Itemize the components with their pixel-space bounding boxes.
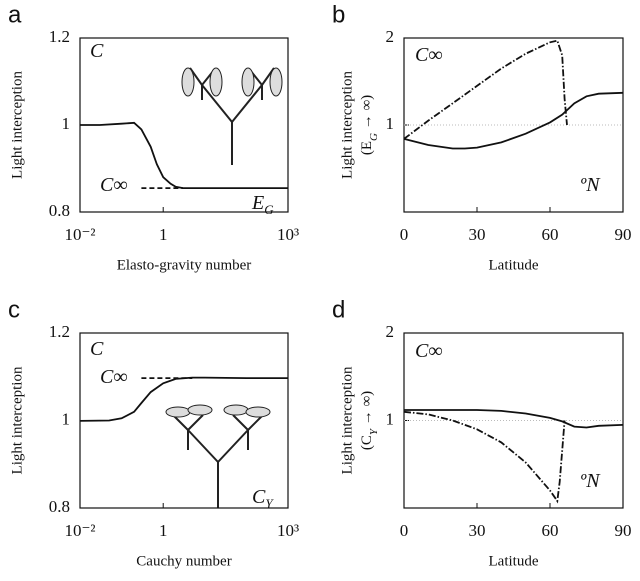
label-part: (C [359,435,375,450]
x-tick-label: 0 [400,521,409,540]
tree-icon [165,404,271,508]
label-sub: G [368,133,380,141]
y-axis-label: Light interception [9,366,25,474]
y-tick-label: 0.8 [49,497,70,516]
x-axis-label: Latitude [489,553,539,569]
annotation-text: C [252,486,266,508]
y-axis-label: Light interception [339,71,355,179]
annotation-text: ºN [580,470,601,492]
x-axis-label: Cauchy number [136,553,231,569]
x-tick-label: 10⁻² [64,521,95,540]
annotation: C [90,338,104,360]
annotation: C∞ [100,174,128,196]
x-tick-label: 90 [615,225,632,244]
y-tick-label: 1.2 [49,27,70,46]
x-tick-label: 30 [469,521,486,540]
annotation-text: C [90,40,104,62]
panel-letter: a [8,1,22,28]
annotation-text: ºN [580,174,601,196]
annotation-text: E [251,192,264,214]
annotation: CY [252,486,274,512]
data-line [79,376,288,422]
annotation: ºN [580,174,601,196]
annotation: C∞ [415,340,443,362]
x-tick-label: 0 [400,225,409,244]
x-tick-label: 1 [159,225,168,244]
label-sub: Y [368,427,380,435]
annotation-text: C∞ [100,174,128,196]
y-tick-label: 1 [62,114,71,133]
y-axis-label: (EG → ∞) [359,95,379,155]
annotation: ºN [580,470,601,492]
annotation-text: C∞ [415,340,443,362]
annotation-text: C∞ [415,44,443,66]
tree-icon [181,67,283,165]
panel-letter: d [332,296,345,323]
x-tick-label: 30 [469,225,486,244]
x-tick-label: 10⁻² [64,225,95,244]
data-line [403,39,568,140]
annotation-sub: Y [265,496,274,511]
x-axis-label: Latitude [489,257,539,273]
data-line [403,410,566,504]
y-tick-label: 1 [386,114,395,133]
x-tick-label: 10³ [277,225,299,244]
data-line [404,409,624,429]
annotation: C∞ [415,44,443,66]
x-axis-label: Elasto-gravity number [117,257,252,273]
y-tick-label: 2 [386,322,395,341]
data-line [80,121,288,189]
x-tick-label: 90 [615,521,632,540]
label-part: (E [359,141,375,155]
panel-letter: c [8,296,20,323]
annotation-text: C∞ [100,366,128,388]
annotation-sub: G [264,202,274,217]
y-axis-label: (CY → ∞) [359,391,379,450]
annotation: C∞ [100,366,128,388]
label-part: → ∞) [359,391,375,429]
x-tick-label: 1 [159,521,168,540]
y-tick-label: 1 [62,409,71,428]
annotation: C [90,40,104,62]
y-axis-label: Light interception [9,71,25,179]
label-part: → ∞) [359,95,375,133]
annotation: EG [251,192,274,218]
annotation-text: C [90,338,104,360]
y-tick-label: 1.2 [49,322,70,341]
panel-letter: b [332,1,345,28]
y-tick-label: 1 [386,409,395,428]
data-line [403,91,624,150]
x-tick-label: 10³ [277,521,299,540]
x-tick-label: 60 [542,521,559,540]
y-tick-label: 0.8 [49,201,70,220]
x-tick-label: 60 [542,225,559,244]
y-axis-label: Light interception [339,366,355,474]
y-tick-label: 2 [386,27,395,46]
